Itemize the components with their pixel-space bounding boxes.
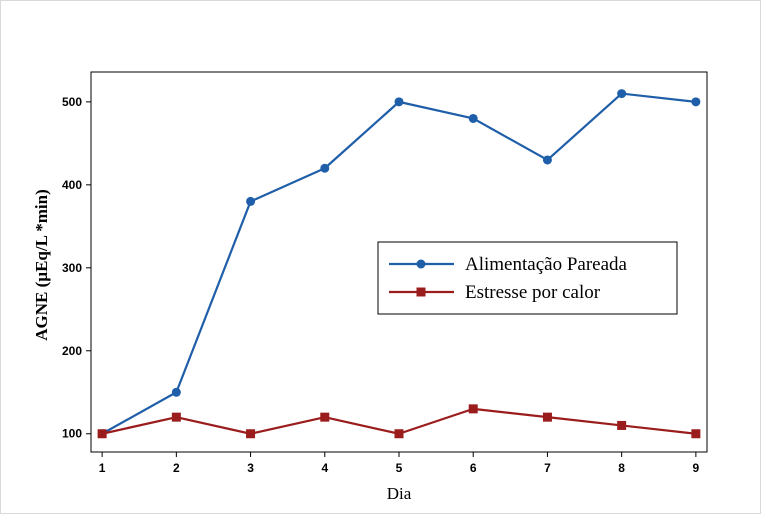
legend-label: Alimentação Pareada (465, 254, 628, 275)
x-tick-label: 9 (693, 461, 700, 475)
y-axis: 100 200 300 400 500 (62, 95, 91, 441)
x-axis-title: Dia (387, 484, 412, 503)
legend-entry: Estresse por calor (389, 282, 601, 303)
data-point (246, 429, 256, 439)
x-axis: 1 2 3 4 5 6 7 8 9 (99, 452, 700, 475)
data-point (691, 97, 701, 107)
data-point (171, 387, 181, 397)
x-tick-label: 1 (99, 461, 106, 475)
y-tick-label: 100 (62, 427, 82, 441)
x-tick-label: 2 (173, 461, 180, 475)
legend-entry: Alimentação Pareada (389, 254, 628, 275)
data-point (320, 412, 330, 422)
data-point (542, 155, 552, 165)
data-point (394, 429, 404, 439)
data-point (468, 404, 478, 414)
x-tick-label: 5 (396, 461, 403, 475)
data-point (97, 429, 107, 439)
x-tick-label: 6 (470, 461, 477, 475)
legend-box (377, 241, 678, 315)
data-point (320, 163, 330, 173)
series-layer (97, 89, 701, 439)
legend-marker (416, 259, 426, 269)
x-tick-label: 4 (321, 461, 328, 475)
legend-label: Estresse por calor (465, 282, 601, 303)
series-2 (97, 404, 701, 439)
data-point (171, 412, 181, 422)
legend-marker (416, 287, 426, 297)
data-point (542, 412, 552, 422)
data-point (617, 420, 627, 430)
y-tick-label: 300 (62, 261, 82, 275)
data-point (691, 429, 701, 439)
data-point (246, 196, 256, 206)
data-point (617, 89, 627, 99)
y-tick-label: 200 (62, 344, 82, 358)
data-point (468, 113, 478, 123)
x-tick-label: 3 (247, 461, 254, 475)
x-tick-label: 7 (544, 461, 551, 475)
y-axis-title: AGNE (µEq/L *min) (32, 189, 51, 341)
y-tick-label: 500 (62, 95, 82, 109)
legend: Alimentação Pareada Estresse por calor (377, 241, 678, 315)
y-tick-label: 400 (62, 178, 82, 192)
x-tick-label: 8 (618, 461, 625, 475)
data-point (394, 97, 404, 107)
